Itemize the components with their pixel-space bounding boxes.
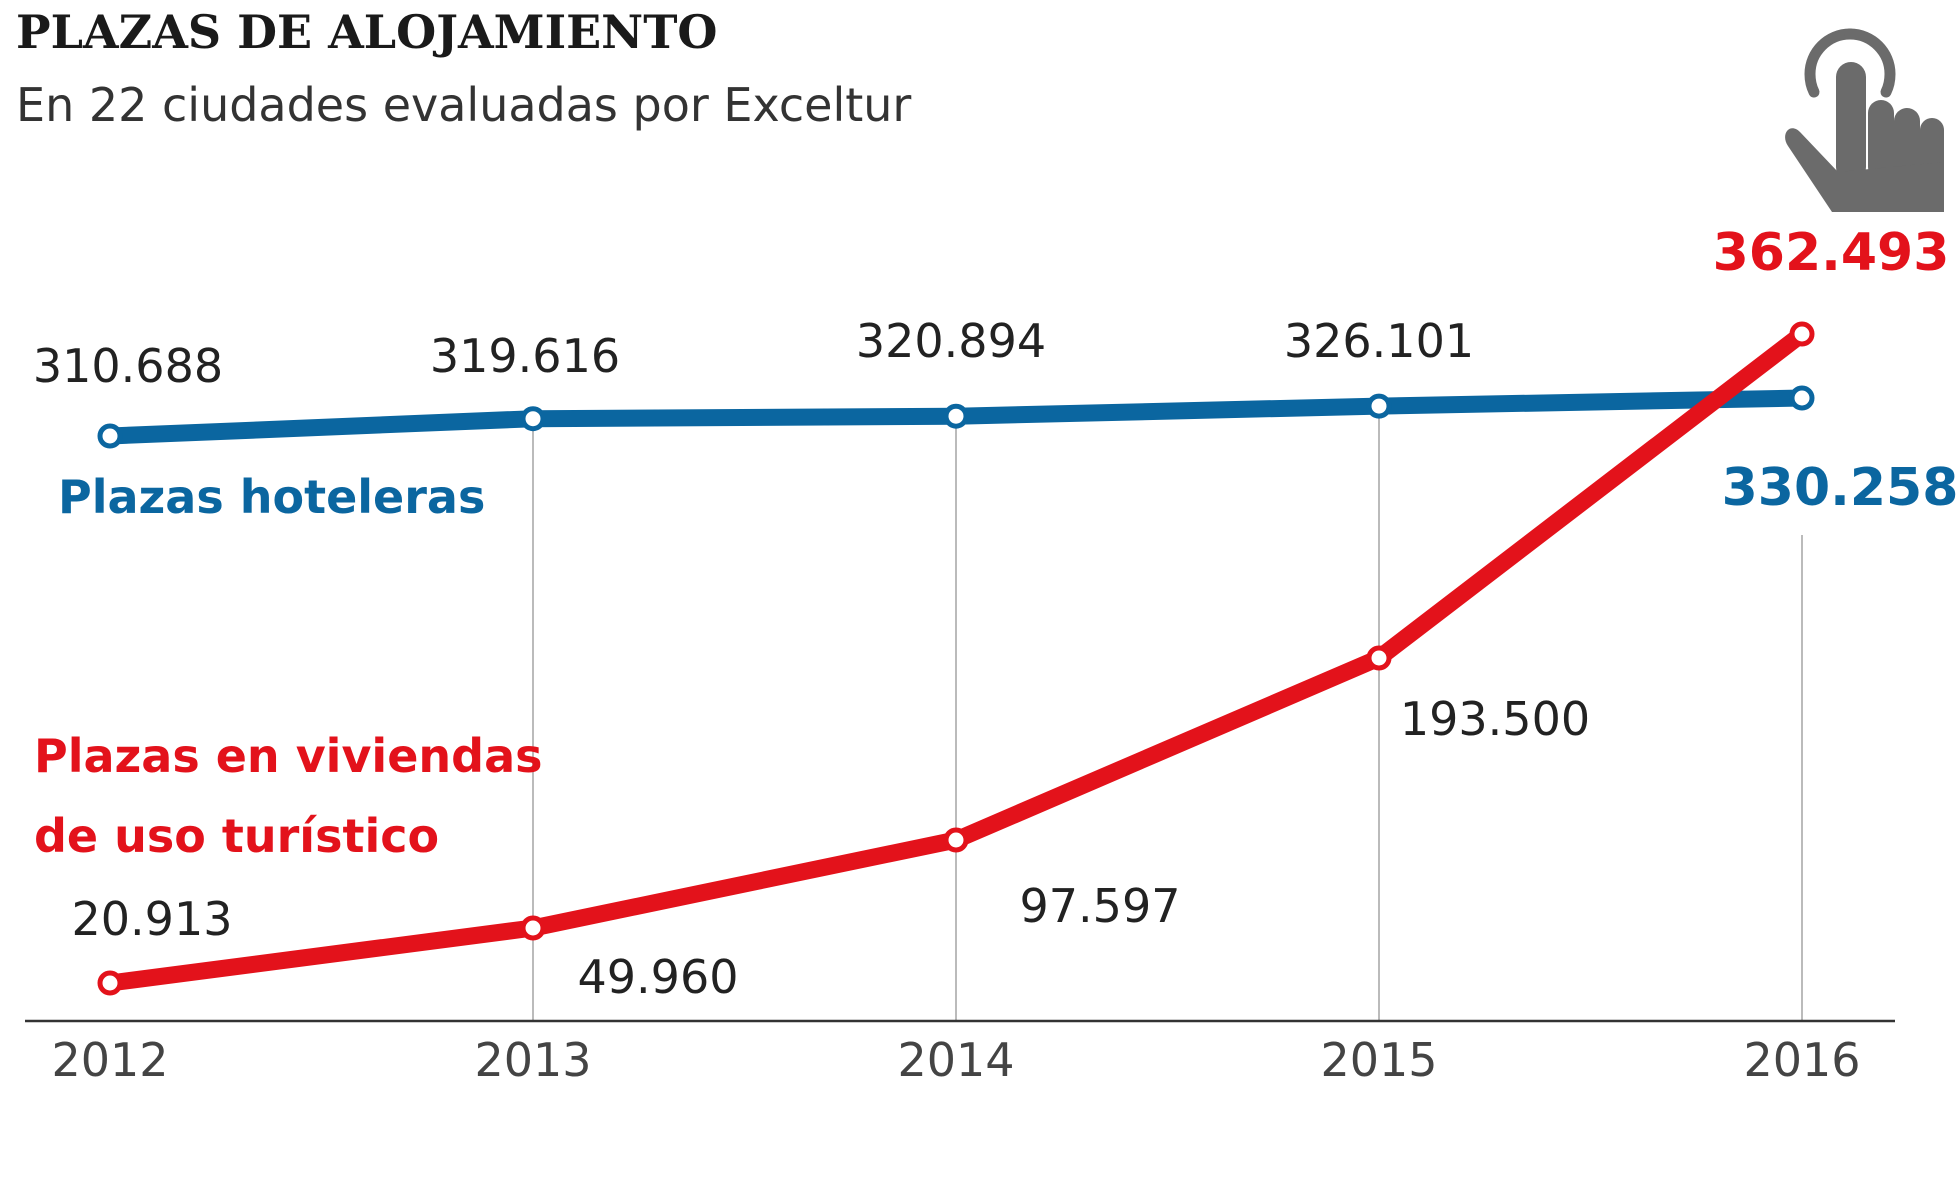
value-label-vivienda-2012: 20.913: [72, 892, 233, 946]
value-label-vivienda-2015: 193.500: [1400, 692, 1590, 746]
value-label-vivienda-2016: 362.493: [1713, 223, 1950, 283]
series-name-hotel: Plazas hoteleras: [58, 470, 485, 524]
value-label-vivienda-2013: 49.960: [578, 950, 739, 1004]
value-label-hotel-2016: 330.258: [1722, 458, 1959, 518]
value-label-hotel-2013: 319.616: [430, 329, 620, 383]
data-point-vivienda-2013: [520, 915, 546, 941]
series-label-hotel: Plazas hoteleras: [58, 470, 485, 524]
x-tick-label-2015: 2015: [1320, 1033, 1437, 1087]
data-point-hotel-2013: [520, 406, 546, 432]
value-label-hotel-2015: 326.101: [1284, 314, 1474, 368]
x-tick-label-2016: 2016: [1743, 1033, 1860, 1087]
data-point-vivienda-2015: [1366, 645, 1392, 671]
chart-subtitle: En 22 ciudades evaluadas por Exceltur: [16, 78, 911, 132]
plot-area: 2012 2013 2014 2015 2016 310.688 319.616 320.89…: [25, 223, 1958, 1087]
data-point-hotel-2012: [97, 423, 123, 449]
data-point-hotel-2015: [1366, 393, 1392, 419]
data-point-vivienda-2014: [943, 827, 969, 853]
value-label-vivienda-2014: 97.597: [1020, 879, 1181, 933]
series-label-vivienda: Plazas en viviendas de uso turístico: [34, 729, 543, 863]
data-point-hotel-2016: [1789, 385, 1815, 411]
x-tick-label-2013: 2013: [474, 1033, 591, 1087]
data-point-hotel-2014: [943, 403, 969, 429]
series-name-vivienda-line1: Plazas en viviendas: [34, 729, 543, 783]
data-point-vivienda-2016: [1789, 321, 1815, 347]
data-point-vivienda-2012: [97, 970, 123, 996]
chart-title: PLAZAS DE ALOJAMIENTO: [16, 5, 718, 59]
hand-pointer-icon[interactable]: [1785, 28, 1944, 212]
value-label-hotel-2012: 310.688: [33, 339, 223, 393]
series-name-vivienda-line2: de uso turístico: [34, 809, 439, 863]
value-label-hotel-2014: 320.894: [856, 314, 1046, 368]
x-tick-label-2014: 2014: [897, 1033, 1014, 1087]
x-tick-label-2012: 2012: [51, 1033, 168, 1087]
